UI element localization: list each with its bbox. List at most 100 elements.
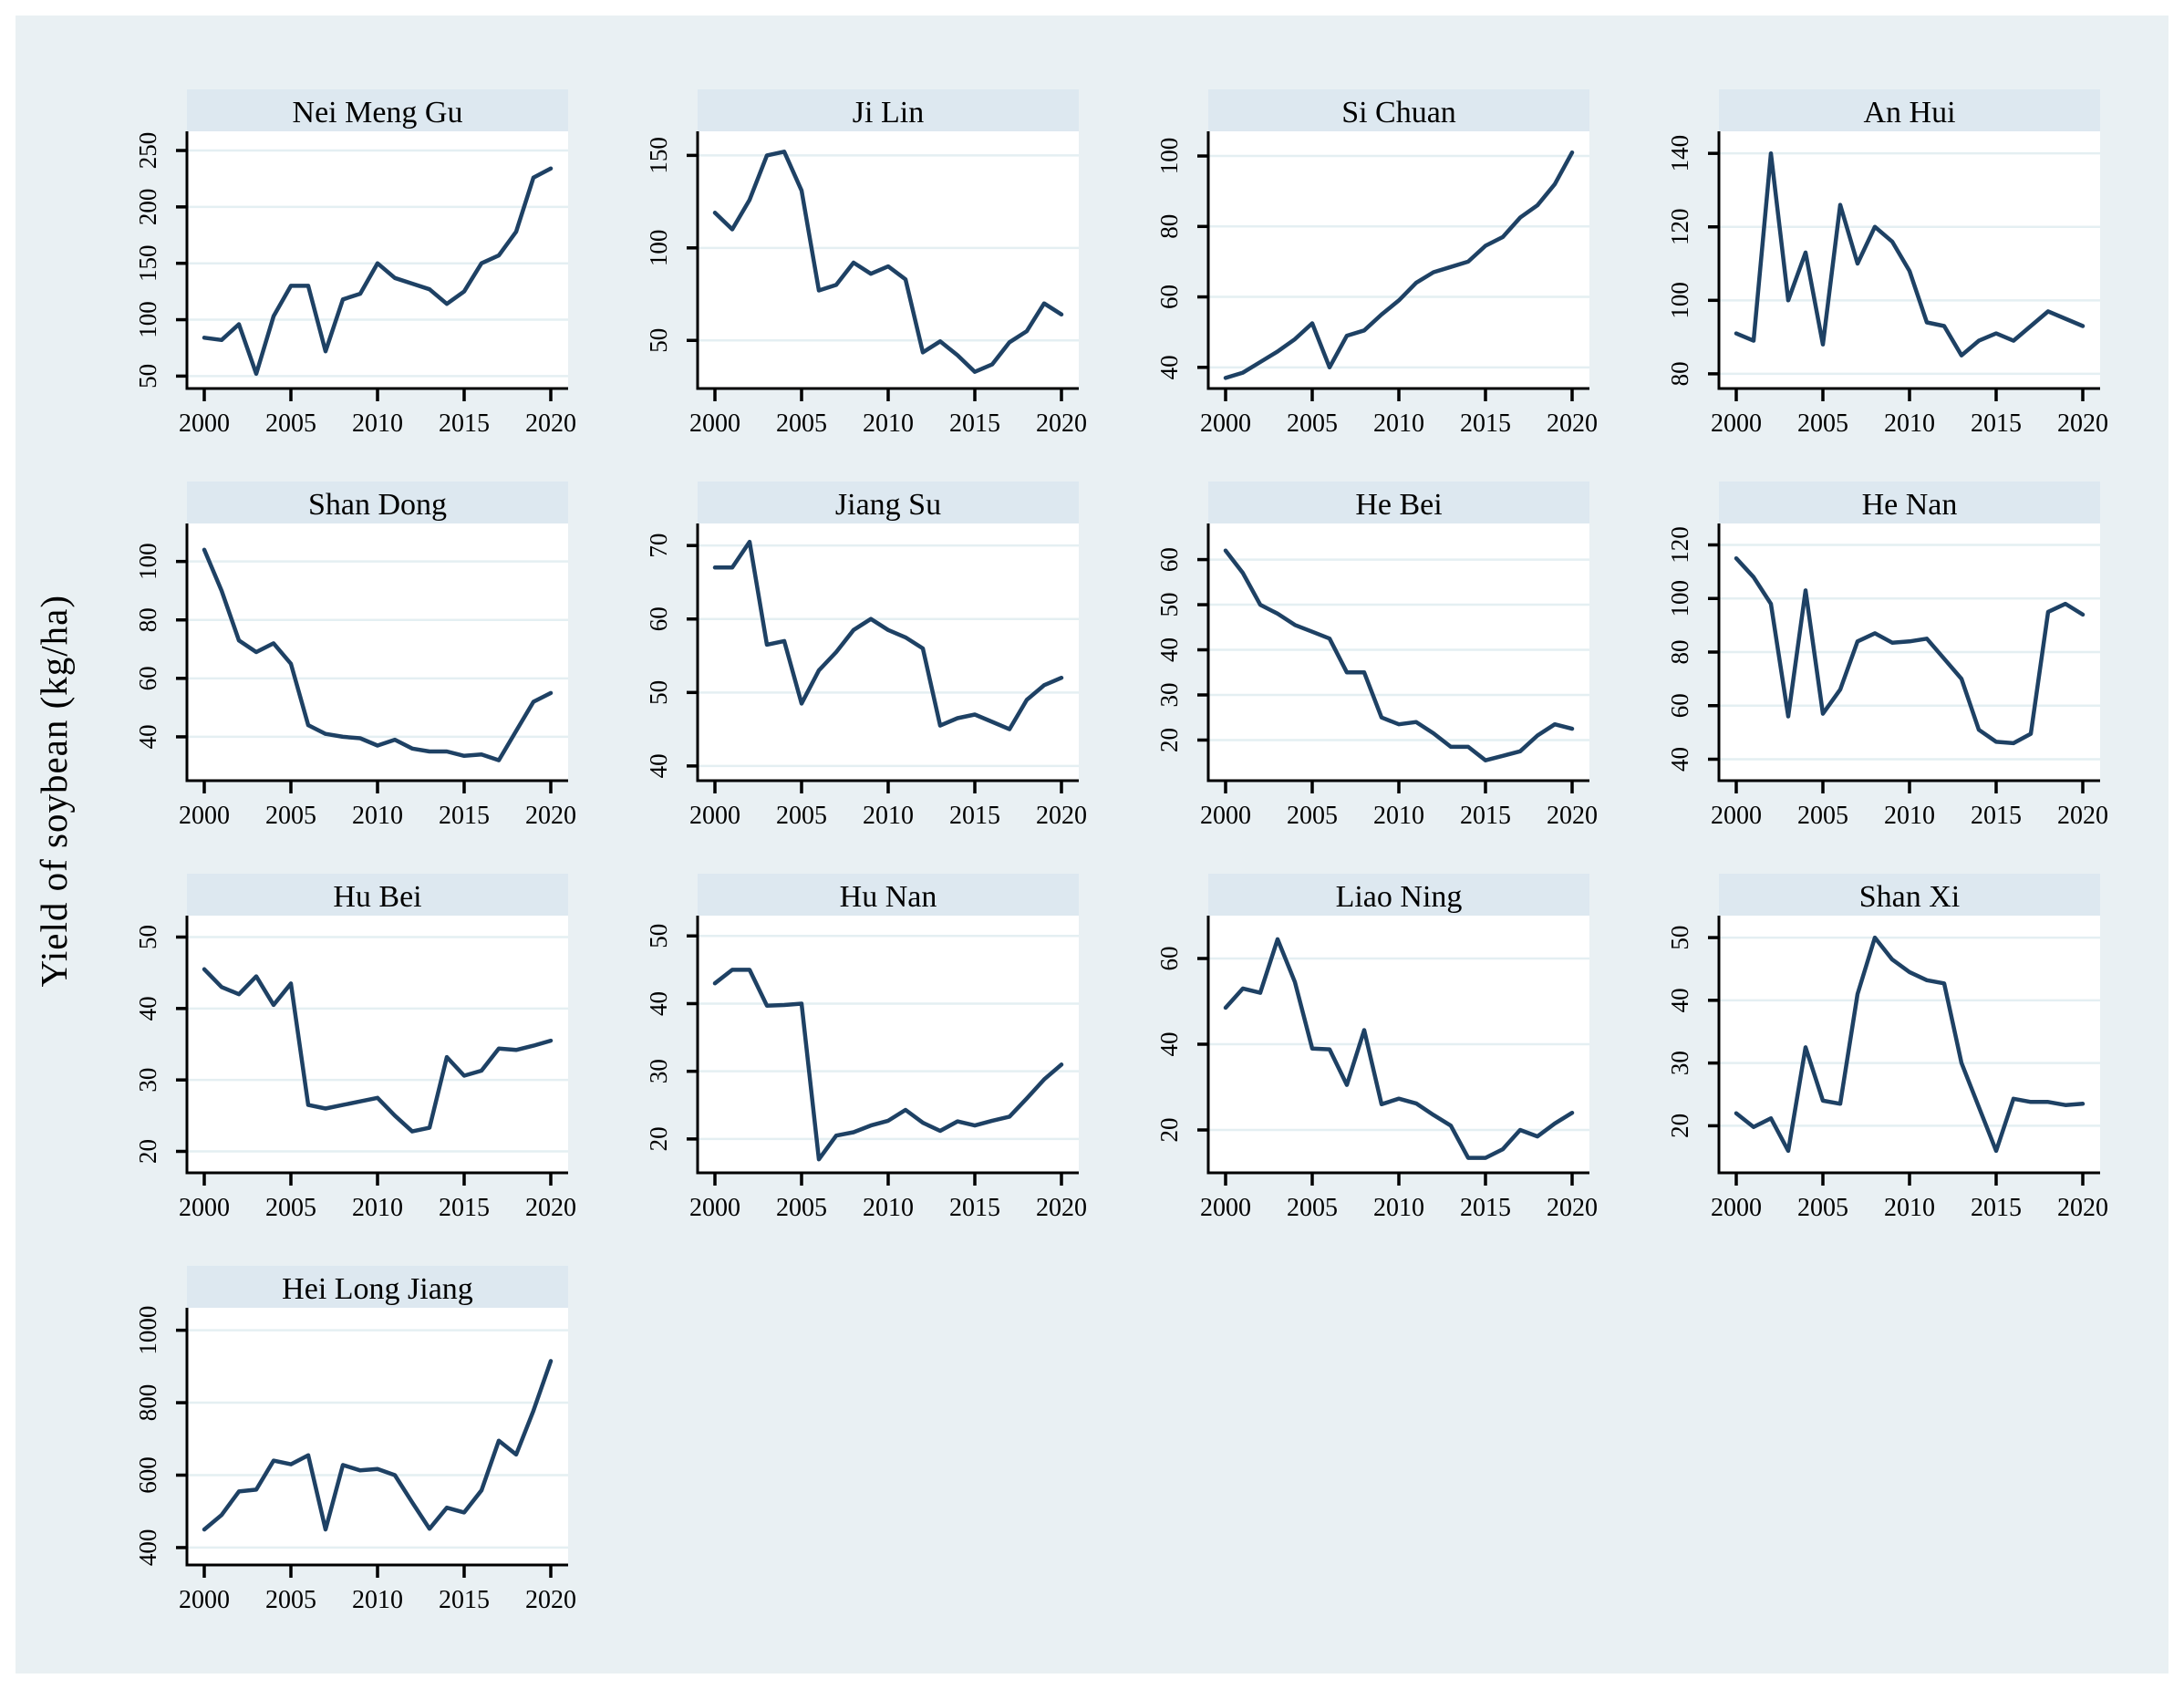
y-tick-label: 150 <box>134 244 161 282</box>
x-tick-label: 2010 <box>1373 1194 1424 1222</box>
panel-shan-xi: Shan Xi 20 30 40 50 2000 2005 2010 2015 2020 <box>1628 866 2138 1259</box>
y-tick-label: 50 <box>1155 593 1183 617</box>
x-tick-label: 2020 <box>1547 802 1598 830</box>
panel-chart-nei-meng-gu: Nei Meng Gu 50 100 150 200 250 2000 2005 2010 201… <box>134 89 576 438</box>
y-tick-label: 30 <box>134 1068 161 1093</box>
y-tick-label: 120 <box>1666 208 1693 245</box>
data-line-hu-nan <box>712 968 1064 1162</box>
panel-chart-shan-dong: Shan Dong 40 60 80 100 2000 2005 2010 2015 2020 <box>134 482 576 830</box>
panel-chart-he-bei: He Bei 20 30 40 50 60 2000 2005 2010 2015 2020 <box>1155 482 1598 830</box>
panel-an-hui: An Hui 80 100 120 140 2000 2005 2010 2015 2020 <box>1628 82 2138 474</box>
y-tick-label: 40 <box>1155 637 1183 662</box>
panel-title-band <box>1719 874 2100 916</box>
x-tick-label: 2005 <box>1797 409 1848 438</box>
x-tick-label: 2015 <box>1460 409 1511 438</box>
x-tick-label: 2000 <box>1711 802 1762 830</box>
x-tick-label: 2015 <box>439 1194 490 1222</box>
panel-title-band <box>698 874 1079 916</box>
x-tick-label: 2010 <box>1373 802 1424 830</box>
y-axis-title: Yield of soybean (kg/ha) <box>33 594 75 988</box>
x-tick-label: 2010 <box>863 802 914 830</box>
panel-title-band <box>1208 482 1589 523</box>
y-tick-label: 100 <box>134 301 161 338</box>
y-tick-label: 30 <box>1155 683 1183 708</box>
panel-title: Hu Nan <box>840 880 937 914</box>
x-tick-label: 2015 <box>1971 409 2022 438</box>
y-tick-label: 20 <box>1155 1118 1183 1143</box>
y-tick-label: 80 <box>1155 214 1183 239</box>
y-tick-label: 20 <box>134 1139 161 1164</box>
panel-title-band <box>1719 89 2100 131</box>
panels-grid: Nei Meng Gu 50 100 150 200 250 2000 2005 2010 201… <box>96 82 2138 1651</box>
y-tick-label: 400 <box>134 1529 161 1567</box>
panel-he-nan: He Nan 40 60 80 100 120 2000 2005 2010 2015 2020 <box>1628 474 2138 866</box>
x-tick-label: 2010 <box>352 409 403 438</box>
y-tick-label: 40 <box>134 724 161 749</box>
x-tick-label: 2010 <box>863 409 914 438</box>
y-tick-label: 100 <box>1666 580 1693 617</box>
x-tick-label: 2010 <box>352 1194 403 1222</box>
x-tick-label: 2010 <box>1884 802 1935 830</box>
panel-chart-liao-ning: Liao Ning 20 40 60 2000 2005 2010 2015 2020 <box>1155 874 1598 1222</box>
x-tick-label: 2000 <box>1711 409 1762 438</box>
y-tick-label: 60 <box>134 666 161 690</box>
y-tick-label: 100 <box>1666 282 1693 319</box>
y-tick-label: 250 <box>134 132 161 170</box>
x-tick-label: 2015 <box>1460 802 1511 830</box>
y-tick-label: 70 <box>645 534 672 558</box>
x-tick-label: 2005 <box>776 1194 827 1222</box>
x-tick-label: 2000 <box>179 802 230 830</box>
plot-area <box>1208 523 1589 781</box>
data-line-jiang-su <box>712 539 1064 731</box>
panel-title-band <box>187 874 568 916</box>
panel-title: Ji Lin <box>853 96 924 130</box>
panel-liao-ning: Liao Ning 20 40 60 2000 2005 2010 2015 2020 <box>1117 866 1628 1259</box>
plot-area <box>698 523 1079 781</box>
y-tick-label: 50 <box>645 680 672 705</box>
panel-title: Liao Ning <box>1336 880 1463 914</box>
panel-title: Shan Xi <box>1859 880 1961 914</box>
y-tick-label: 100 <box>1155 138 1183 175</box>
data-line-an-hui <box>1734 150 2086 357</box>
plot-area <box>1208 131 1589 389</box>
panel-title-band <box>187 89 568 131</box>
plot-area <box>187 1308 568 1565</box>
x-tick-label: 2005 <box>265 1194 316 1222</box>
y-tick-label: 50 <box>134 364 161 389</box>
y-tick-label: 50 <box>1666 926 1693 950</box>
panel-chart-an-hui: An Hui 80 100 120 140 2000 2005 2010 2015 2020 <box>1666 89 2108 438</box>
y-tick-label: 40 <box>1155 1032 1183 1057</box>
x-tick-label: 2015 <box>1971 1194 2022 1222</box>
x-tick-label: 2010 <box>352 1586 403 1614</box>
x-tick-label: 2005 <box>1797 802 1848 830</box>
x-tick-label: 2000 <box>1200 409 1251 438</box>
panel-title: Si Chuan <box>1341 96 1456 130</box>
panel-jiang-su: Jiang Su 40 50 60 70 2000 2005 2010 2015 2020 <box>606 474 1117 866</box>
plot-area <box>1719 131 2100 389</box>
y-tick-label: 60 <box>1155 947 1183 971</box>
y-tick-label: 40 <box>134 996 161 1021</box>
x-tick-label: 2005 <box>1287 802 1338 830</box>
data-line-nei-meng-gu <box>202 166 554 377</box>
y-tick-label: 800 <box>134 1384 161 1422</box>
x-tick-label: 2000 <box>689 802 740 830</box>
y-tick-label: 80 <box>1666 361 1693 386</box>
panel-title-band <box>698 482 1079 523</box>
data-line-shan-dong <box>202 547 554 762</box>
panel-title-band <box>187 1266 568 1308</box>
x-tick-label: 2010 <box>352 802 403 830</box>
y-tick-label: 40 <box>1666 988 1693 1012</box>
y-tick-label: 60 <box>1155 285 1183 309</box>
data-line-he-nan <box>1734 555 2086 746</box>
panel-hu-bei: Hu Bei 20 30 40 50 2000 2005 2010 2015 2020 <box>96 866 606 1259</box>
x-tick-label: 2015 <box>439 409 490 438</box>
y-tick-label: 40 <box>1666 747 1693 772</box>
panel-title-band <box>698 89 1079 131</box>
panel-title: He Nan <box>1862 488 1958 522</box>
x-tick-label: 2000 <box>179 409 230 438</box>
x-tick-label: 2015 <box>1460 1194 1511 1222</box>
panel-hei-long-jiang: Hei Long Jiang 400 600 800 1000 2000 2005 2010 2… <box>96 1259 606 1651</box>
y-tick-label: 40 <box>1155 355 1183 379</box>
y-tick-label: 20 <box>645 1126 672 1151</box>
